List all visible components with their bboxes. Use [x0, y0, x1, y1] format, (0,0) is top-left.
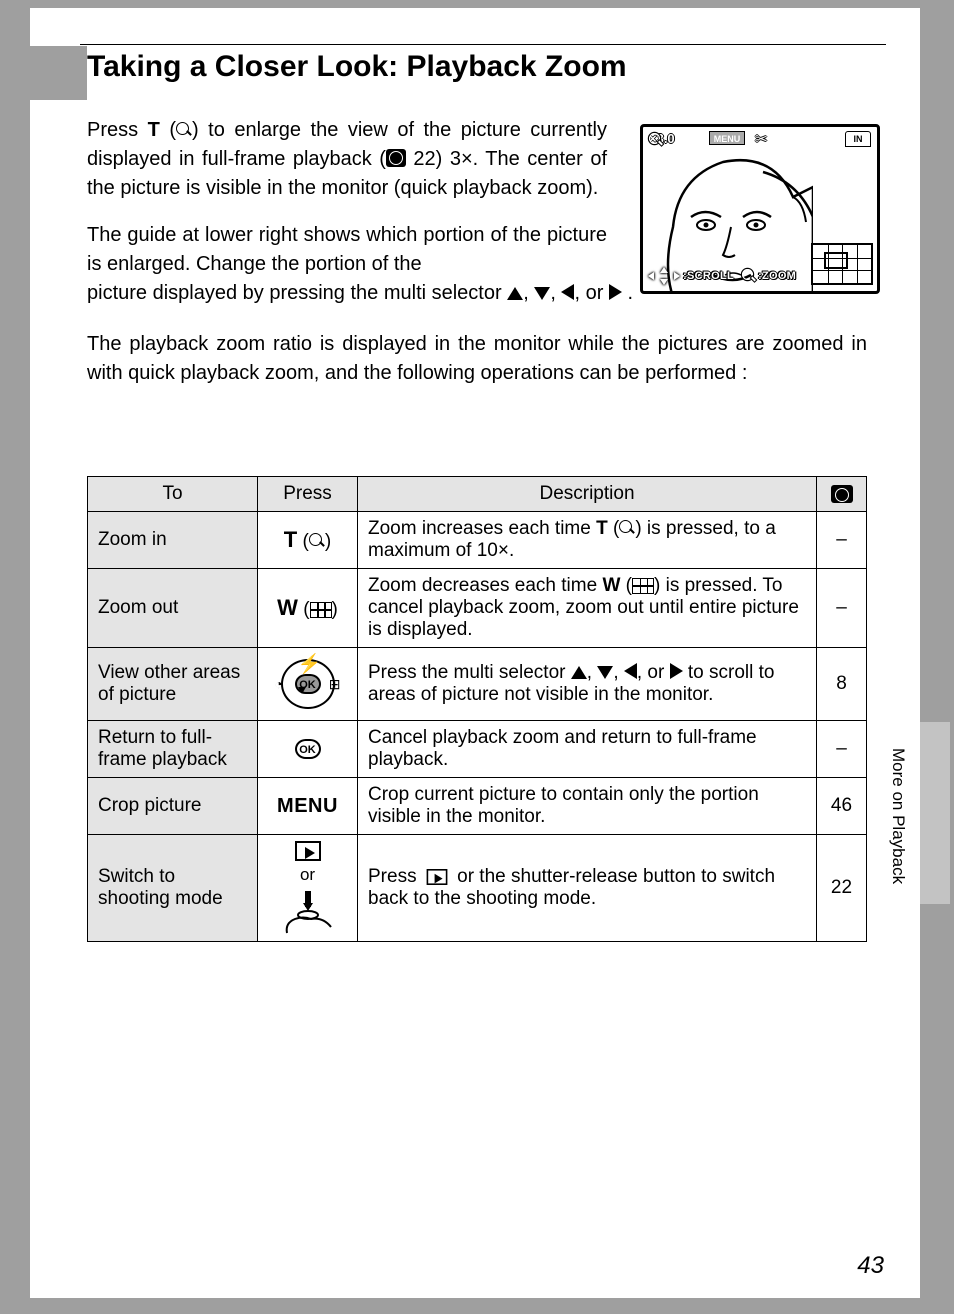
- ref-cell: –: [817, 721, 867, 778]
- desc-cell: Crop current picture to contain only the…: [358, 778, 817, 835]
- to-cell: View other areas of picture: [88, 648, 258, 721]
- to-cell: Switch to shooting mode: [88, 835, 258, 942]
- right-arrow-icon: [670, 663, 683, 679]
- magnify-icon: [309, 533, 325, 549]
- text: (: [620, 575, 632, 596]
- text: ,: [550, 282, 561, 304]
- w-button-label: W: [602, 575, 620, 596]
- t-button-label: T: [148, 119, 160, 141]
- text: The guide at lower right shows which por…: [87, 221, 607, 279]
- col-ref-header: [817, 477, 867, 512]
- page: Taking a Closer Look: Playback Zoom ×3.0…: [30, 8, 920, 1298]
- desc-cell: Press the multi selector , , , or to scr…: [358, 648, 817, 721]
- play-button-icon: [295, 841, 321, 861]
- col-to-header: To: [88, 477, 258, 512]
- ref-cell: 8: [817, 648, 867, 721]
- thumbnail-icon: [310, 602, 332, 618]
- text: , or: [574, 282, 608, 304]
- text: Press: [368, 866, 422, 887]
- paragraph-3: The playback zoom ratio is displayed in …: [87, 330, 867, 388]
- text: ,: [523, 282, 534, 304]
- col-desc-header: Description: [358, 477, 817, 512]
- press-cell: OK ⚡ ◔ ⊞: [258, 648, 358, 721]
- table-row: View other areas of picture OK ⚡ ◔ ⊞ Pre…: [88, 648, 867, 721]
- down-arrow-icon: [597, 666, 613, 679]
- ok-button-icon: OK: [295, 739, 321, 759]
- play-button-icon: [426, 869, 447, 885]
- table-header-row: To Press Description: [88, 477, 867, 512]
- paragraph-2: The guide at lower right shows which por…: [87, 221, 867, 308]
- shutter-hand-icon: [281, 889, 335, 935]
- press-cell: or: [258, 835, 358, 942]
- col-press-header: Press: [258, 477, 358, 512]
- text: ): [332, 599, 338, 620]
- press-cell: OK: [258, 721, 358, 778]
- press-cell: W (): [258, 569, 358, 648]
- down-arrow-icon: [534, 287, 550, 300]
- side-section-label: More on Playback: [888, 748, 908, 884]
- page-ref-22: 22): [406, 148, 442, 170]
- table-row: Zoom out W () Zoom decreases each time W…: [88, 569, 867, 648]
- shutter-press-stack: or: [281, 841, 335, 935]
- text: (: [608, 518, 620, 539]
- up-arrow-icon: [507, 287, 523, 300]
- magnify-icon: [619, 520, 635, 536]
- menu-button-label: MENU: [277, 795, 338, 817]
- text: ,: [613, 662, 624, 683]
- text: Zoom increases each time: [368, 518, 596, 539]
- t-button-label: T: [284, 527, 297, 552]
- text: ,: [587, 662, 598, 683]
- header-rule: [80, 44, 886, 45]
- reference-icon: [831, 485, 853, 503]
- header-accent-block: [30, 46, 87, 100]
- text: , or: [637, 662, 670, 683]
- press-cell: MENU: [258, 778, 358, 835]
- table-row: Crop picture MENU Crop current picture t…: [88, 778, 867, 835]
- text: .: [622, 282, 633, 304]
- desc-cell: Zoom decreases each time W () is pressed…: [358, 569, 817, 648]
- press-cell: T (): [258, 512, 358, 569]
- left-arrow-icon: [624, 663, 637, 679]
- left-arrow-icon: [561, 284, 574, 300]
- text: picture displayed by pressing the multi …: [87, 282, 507, 304]
- ref-cell: –: [817, 512, 867, 569]
- up-arrow-icon: [571, 666, 587, 679]
- page-title: Taking a Closer Look: Playback Zoom: [87, 50, 627, 84]
- text: Press the multi selector: [368, 662, 571, 683]
- body-text: Press T () to enlarge the view of the pi…: [87, 116, 867, 404]
- to-cell: Zoom out: [88, 569, 258, 648]
- text: Press: [87, 119, 148, 141]
- w-button-label: W: [277, 595, 298, 620]
- side-tab: [920, 722, 950, 904]
- ref-cell: 22: [817, 835, 867, 942]
- paragraph-1: Press T () to enlarge the view of the pi…: [87, 116, 607, 203]
- ref-cell: 46: [817, 778, 867, 835]
- operations-table: To Press Description Zoom in T () Zoom i…: [87, 476, 867, 942]
- desc-cell: Cancel playback zoom and return to full-…: [358, 721, 817, 778]
- ref-cell: –: [817, 569, 867, 648]
- to-cell: Return to full-frame playback: [88, 721, 258, 778]
- multi-selector-icon: OK ⚡ ◔ ⊞: [276, 654, 340, 714]
- magnify-icon: [176, 122, 192, 138]
- table-row: Return to full-frame playback OK Cancel …: [88, 721, 867, 778]
- desc-cell: Press or the shutter-release button to s…: [358, 835, 817, 942]
- page-number: 43: [857, 1252, 884, 1280]
- thumbnail-icon: [632, 578, 654, 594]
- text: ): [325, 531, 331, 552]
- text: Zoom decreases each time: [368, 575, 602, 596]
- to-cell: Zoom in: [88, 512, 258, 569]
- reference-icon: [386, 149, 406, 167]
- or-label: or: [300, 865, 315, 885]
- table-row: Switch to shooting mode or Pre: [88, 835, 867, 942]
- text: (: [160, 119, 176, 141]
- t-button-label: T: [596, 518, 608, 539]
- to-cell: Crop picture: [88, 778, 258, 835]
- right-arrow-icon: [609, 284, 622, 300]
- desc-cell: Zoom increases each time T () is pressed…: [358, 512, 817, 569]
- table-row: Zoom in T () Zoom increases each time T …: [88, 512, 867, 569]
